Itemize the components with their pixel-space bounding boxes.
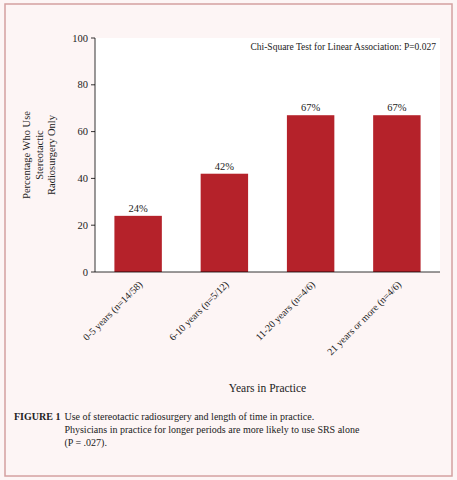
caption-line: Use of stereotactic radiosurgery and len… <box>64 411 314 422</box>
x-tick-label: 21 years or more (n=4/6) <box>325 279 404 358</box>
y-tick <box>91 84 95 85</box>
data-label: 67% <box>387 102 407 113</box>
y-tick-label: 20 <box>78 220 89 231</box>
bar <box>201 174 248 272</box>
x-tick-label: 6-10 years (n=5/12) <box>167 279 232 344</box>
y-axis-label-line: Stereotactic <box>34 130 45 180</box>
bar <box>373 115 420 272</box>
bars <box>114 115 420 272</box>
y-tick <box>91 178 95 179</box>
y-axis-label: Percentage Who UseStereotacticRadiosurge… <box>21 111 57 199</box>
caption: Use of stereotactic radiosurgery and len… <box>64 411 359 449</box>
bar <box>114 216 161 272</box>
y-tick <box>91 225 95 226</box>
border <box>5 4 452 476</box>
x-tick-label: 0-5 years (n=14/58) <box>81 279 146 344</box>
x-axis-line <box>95 272 440 273</box>
plot-background <box>95 38 440 272</box>
annotation: Chi-Square Test for Linear Association: … <box>250 42 436 52</box>
caption-line: Physicians in practice for longer period… <box>64 424 359 435</box>
y-tick-label: 40 <box>78 173 89 184</box>
x-tick-label: 11-20 years (n=4/6) <box>253 279 317 343</box>
y-tick-label: 100 <box>72 33 88 44</box>
caption-line: (P = .027). <box>64 437 107 449</box>
y-tick-label: 80 <box>78 79 89 90</box>
data-label: 24% <box>129 203 149 214</box>
chart-root: 24% 42% 67% 67% 0 20 40 60 80 100 0-5 years (n=14/… <box>0 0 457 480</box>
y-tick-label: 60 <box>78 126 89 137</box>
y-tick <box>91 131 95 132</box>
y-axis-label-line: Radiosurgery Only <box>46 114 57 195</box>
y-tick <box>91 38 95 39</box>
data-label: 42% <box>215 161 235 172</box>
y-axis-line <box>95 38 96 272</box>
y-tick-label: 0 <box>83 267 88 278</box>
background <box>0 0 457 480</box>
y-axis-label-line: Percentage Who Use <box>21 111 32 199</box>
data-label: 67% <box>301 102 321 113</box>
caption-label: FIGURE 1 <box>14 411 60 422</box>
x-axis-label: Years in Practice <box>229 382 306 394</box>
bar <box>287 115 334 272</box>
y-tick <box>91 272 95 273</box>
